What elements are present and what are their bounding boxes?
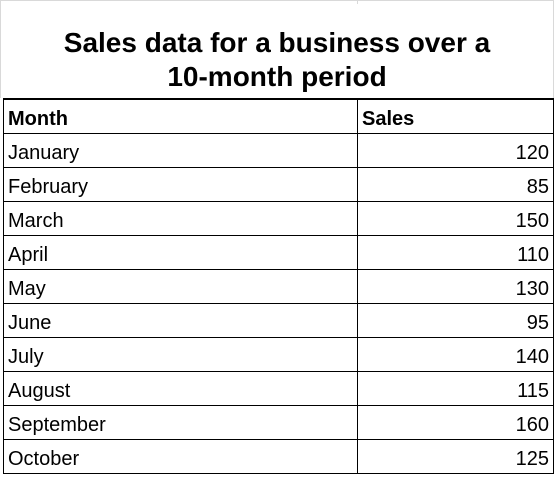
header-cell-sales[interactable]: Sales (357, 98, 554, 134)
month-cell[interactable]: January (3, 132, 358, 168)
table-row: May 130 (3, 268, 554, 304)
sales-data-table: Month Sales January 120 February 85 Marc… (3, 98, 554, 474)
table-row: March 150 (3, 200, 554, 236)
month-cell[interactable]: May (3, 268, 358, 304)
table-row: January 120 (3, 132, 554, 168)
sales-cell[interactable]: 110 (357, 234, 554, 270)
month-cell[interactable]: August (3, 370, 358, 406)
gridline-left (0, 0, 1, 98)
sales-cell[interactable]: 95 (357, 302, 554, 338)
sales-cell[interactable]: 150 (357, 200, 554, 236)
gridline-top (0, 0, 554, 1)
sales-cell[interactable]: 115 (357, 370, 554, 406)
month-cell[interactable]: July (3, 336, 358, 372)
header-cell-month[interactable]: Month (3, 98, 358, 134)
sales-cell[interactable]: 125 (357, 438, 554, 474)
table-row: August 115 (3, 370, 554, 406)
sales-cell[interactable]: 120 (357, 132, 554, 168)
table-title-cell[interactable]: Sales data for a business over a 10-mont… (4, 26, 550, 94)
sales-cell[interactable]: 85 (357, 166, 554, 202)
sales-cell[interactable]: 130 (357, 268, 554, 304)
sales-cell[interactable]: 140 (357, 336, 554, 372)
table-title-line-2: 10-month period (167, 61, 387, 92)
gridline-column-divider (357, 0, 358, 4)
month-cell[interactable]: April (3, 234, 358, 270)
table-row: July 140 (3, 336, 554, 372)
table-header-row: Month Sales (3, 98, 554, 134)
table-row: February 85 (3, 166, 554, 202)
table-row: October 125 (3, 438, 554, 474)
month-cell[interactable]: October (3, 438, 358, 474)
month-cell[interactable]: March (3, 200, 358, 236)
month-cell[interactable]: September (3, 404, 358, 440)
table-row: April 110 (3, 234, 554, 270)
table-row: June 95 (3, 302, 554, 338)
sales-cell[interactable]: 160 (357, 404, 554, 440)
table-title-line-1: Sales data for a business over a (63, 27, 491, 58)
table-row: September 160 (3, 404, 554, 440)
month-cell[interactable]: June (3, 302, 358, 338)
month-cell[interactable]: February (3, 166, 358, 202)
